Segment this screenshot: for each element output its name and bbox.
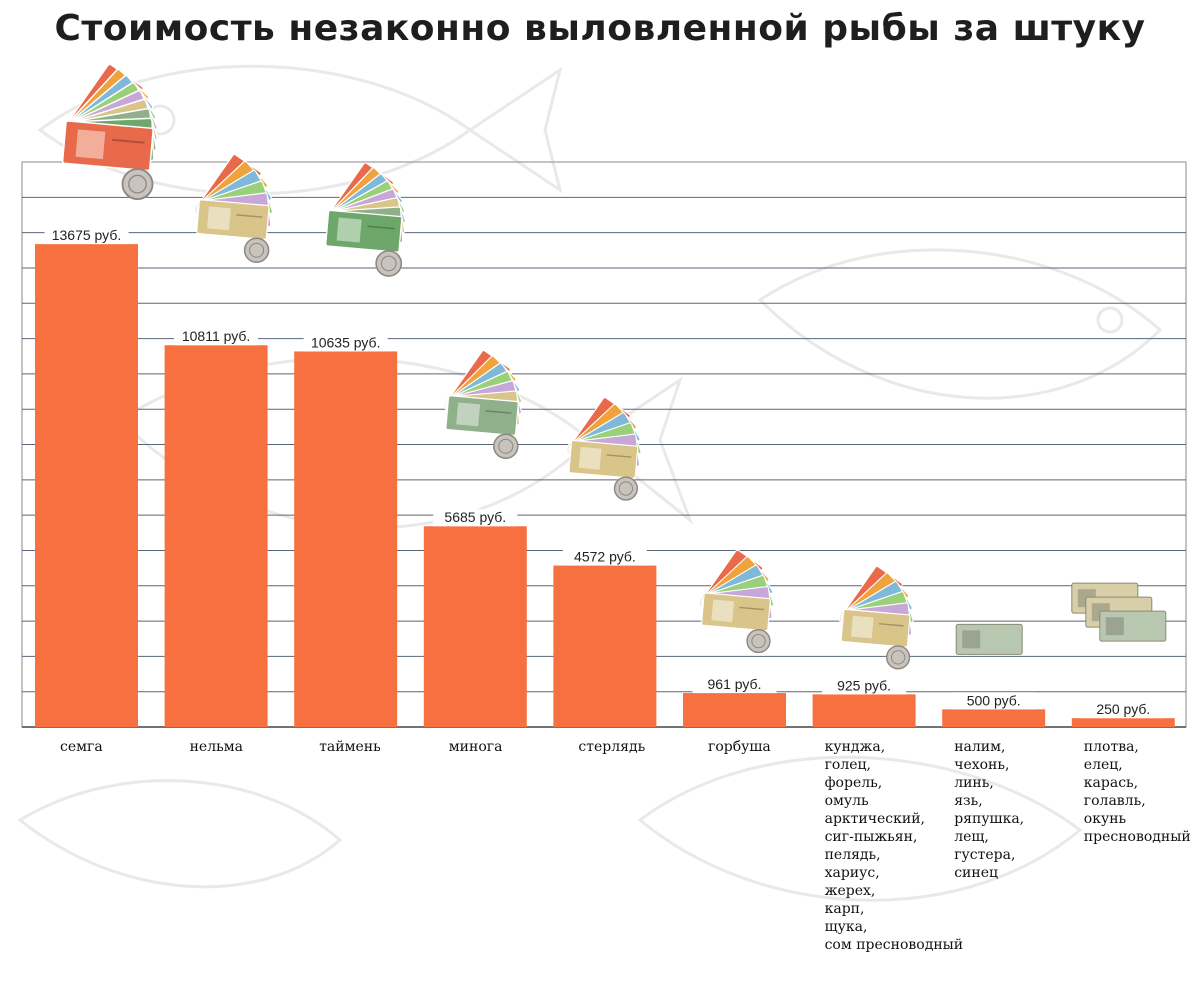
bar-5 bbox=[553, 566, 656, 727]
data-label-9: 250 руб. bbox=[1096, 701, 1150, 717]
bar-3 bbox=[294, 351, 397, 727]
money-fan-icon bbox=[566, 397, 641, 500]
money-notes-icon bbox=[1072, 583, 1166, 641]
bar-4 bbox=[424, 526, 527, 727]
bar-1 bbox=[35, 244, 138, 727]
data-label-8: 500 руб. bbox=[967, 692, 1021, 708]
money-fan-icon bbox=[59, 63, 158, 199]
money-fan-icon bbox=[838, 566, 913, 669]
bar-2 bbox=[165, 345, 268, 727]
category-label-9: плотва, елец, карась, голавль, окунь пре… bbox=[1084, 738, 1200, 846]
data-label-5: 4572 руб. bbox=[574, 549, 636, 565]
money-fan-icon bbox=[699, 549, 774, 652]
bar-8 bbox=[942, 709, 1045, 727]
money-notes-icon bbox=[956, 624, 1022, 654]
money-fan-icon bbox=[443, 350, 522, 459]
data-label-2: 10811 руб. bbox=[182, 328, 250, 344]
money-fan-icon bbox=[323, 162, 406, 276]
bar-9 bbox=[1072, 718, 1175, 727]
data-label-1: 13675 руб. bbox=[52, 227, 122, 243]
data-label-4: 5685 руб. bbox=[444, 509, 506, 525]
bar-6 bbox=[683, 693, 786, 727]
data-label-7: 925 руб. bbox=[837, 677, 891, 693]
data-label-3: 10635 руб. bbox=[311, 334, 381, 350]
bar-7 bbox=[813, 694, 916, 727]
data-label-6: 961 руб. bbox=[708, 676, 762, 692]
money-fan-icon bbox=[194, 154, 273, 263]
